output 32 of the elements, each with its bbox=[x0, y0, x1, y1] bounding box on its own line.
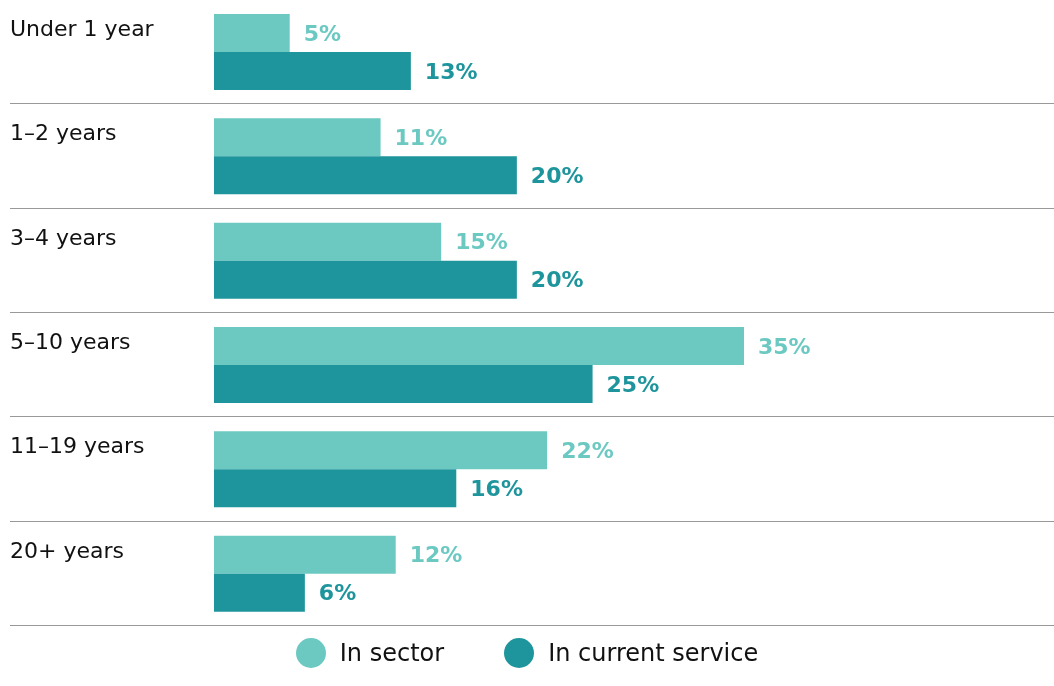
legend-label: In current service bbox=[548, 639, 759, 667]
data-label: 12% bbox=[409, 542, 463, 568]
data-label: 11% bbox=[394, 125, 448, 151]
bar bbox=[214, 431, 548, 470]
bar bbox=[214, 260, 517, 299]
y-tick-label: 5–10 years bbox=[10, 329, 131, 354]
legend-label: In sector bbox=[339, 639, 445, 667]
data-label: 6% bbox=[318, 580, 357, 606]
bar bbox=[214, 327, 744, 365]
bar bbox=[214, 222, 442, 261]
bar bbox=[214, 573, 305, 612]
y-tick-label: 11–19 years bbox=[10, 433, 145, 459]
bar bbox=[214, 469, 457, 508]
bar bbox=[214, 52, 411, 90]
bar bbox=[214, 535, 396, 574]
y-tick-label: Under 1 year bbox=[10, 16, 155, 41]
y-tick-label: 1–2 years bbox=[10, 120, 117, 146]
data-label: 20% bbox=[530, 163, 584, 189]
data-label: 35% bbox=[758, 333, 811, 359]
bar bbox=[214, 14, 290, 52]
data-label: 5% bbox=[303, 20, 342, 46]
y-tick-label: 20+ years bbox=[10, 537, 124, 563]
data-label: 15% bbox=[455, 229, 508, 255]
data-label: 13% bbox=[424, 58, 478, 84]
bar bbox=[214, 118, 381, 157]
bar bbox=[214, 365, 593, 403]
data-label: 22% bbox=[561, 438, 614, 464]
data-label: 16% bbox=[470, 476, 523, 502]
bar bbox=[214, 156, 517, 195]
data-label: 20% bbox=[530, 267, 584, 293]
data-label: 25% bbox=[606, 371, 660, 397]
y-tick-label: 3–4 years bbox=[10, 224, 117, 250]
